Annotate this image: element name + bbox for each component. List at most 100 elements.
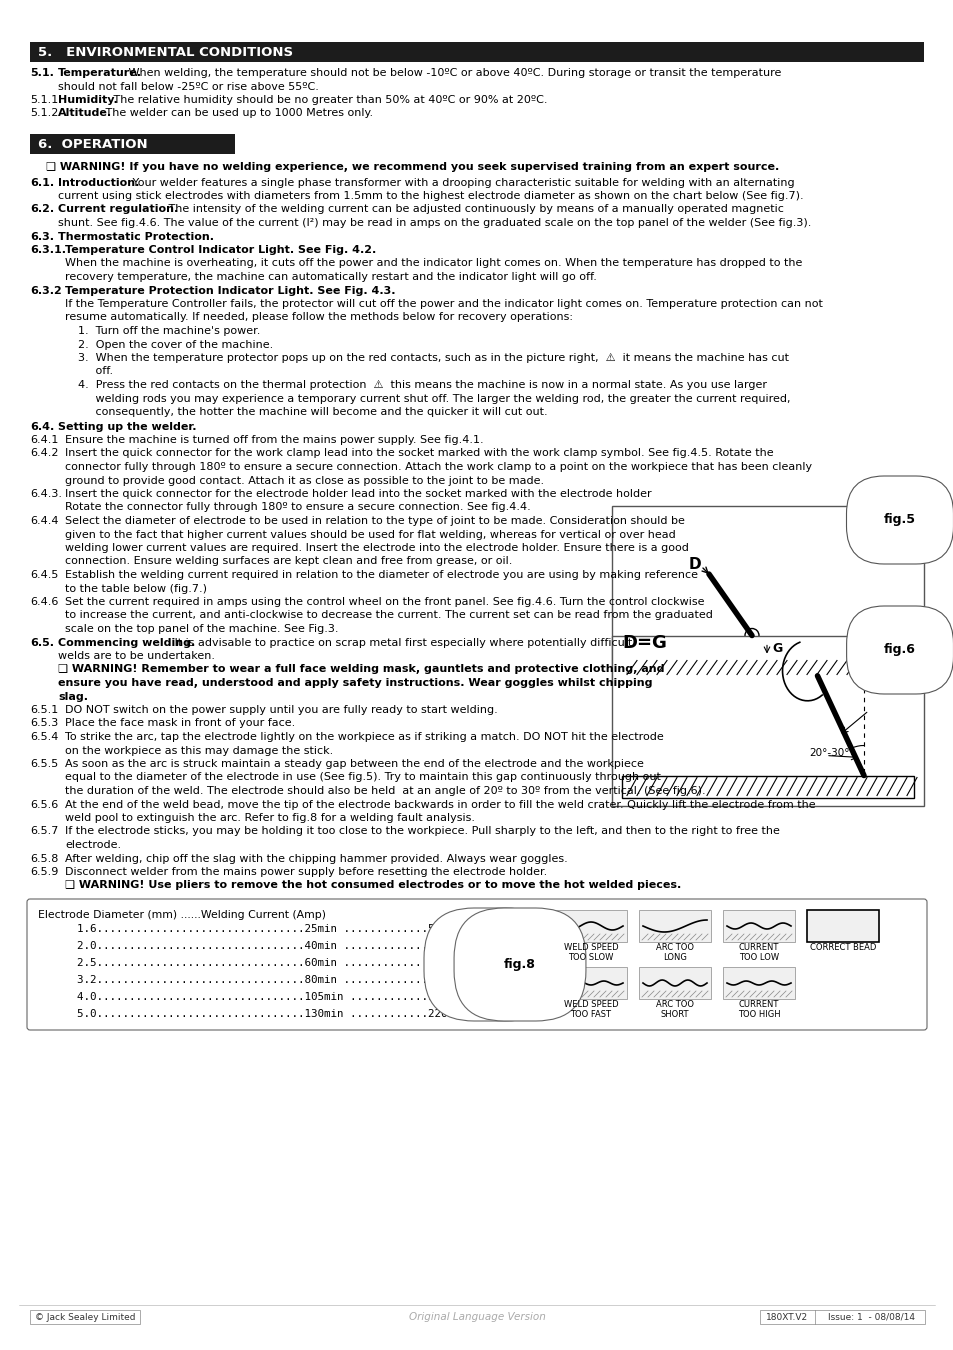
Text: Disconnect welder from the mains power supply before resetting the electrode hol: Disconnect welder from the mains power s… <box>65 867 547 878</box>
Text: 6.1.: 6.1. <box>30 177 54 188</box>
Text: 6.5.7: 6.5.7 <box>30 826 58 837</box>
Bar <box>806 910 878 942</box>
Text: 2.5................................60min .............110max: 2.5................................60min… <box>38 958 467 968</box>
Text: Introduction.: Introduction. <box>58 177 139 188</box>
Text: 5.1.: 5.1. <box>30 68 53 78</box>
Text: 4.  Press the red contacts on the thermal protection  ⚠  this means the machine : 4. Press the red contacts on the thermal… <box>78 379 766 390</box>
Text: current using stick electrodes with diameters from 1.5mm to the highest electrod: current using stick electrodes with diam… <box>58 190 802 201</box>
FancyBboxPatch shape <box>27 899 926 1030</box>
Bar <box>555 967 626 999</box>
Text: 6.4.3.: 6.4.3. <box>30 489 62 500</box>
Text: ARC TOO
SHORT: ARC TOO SHORT <box>656 1000 693 1019</box>
Text: on the workpiece as this may damage the stick.: on the workpiece as this may damage the … <box>65 745 333 756</box>
Text: 1.  Turn off the machine's power.: 1. Turn off the machine's power. <box>78 325 260 336</box>
Text: Select the diameter of electrode to be used in relation to the type of joint to : Select the diameter of electrode to be u… <box>65 516 684 526</box>
Text: 4.0................................105min ............185max: 4.0................................105mi… <box>38 992 467 1002</box>
Bar <box>30 1310 140 1324</box>
Text: the duration of the weld. The electrode should also be held  at an angle of 20º : the duration of the weld. The electrode … <box>65 786 705 796</box>
Text: 5.0................................130min ............220max: 5.0................................130mi… <box>38 1008 467 1019</box>
Text: 6.4.5: 6.4.5 <box>30 570 58 580</box>
Text: equal to the diameter of the electrode in use (See fig.5). Try to maintain this : equal to the diameter of the electrode i… <box>65 772 660 783</box>
Bar <box>639 910 710 942</box>
Text: Insert the quick connector for the work clamp lead into the socket marked with t: Insert the quick connector for the work … <box>65 448 773 459</box>
Text: 3.2................................80min .............160max: 3.2................................80min… <box>38 975 467 985</box>
Text: recovery temperature, the machine can automatically restart and the indicator li: recovery temperature, the machine can au… <box>65 271 597 282</box>
Text: 6.3.2: 6.3.2 <box>30 285 62 296</box>
Text: 6.5.4: 6.5.4 <box>30 732 58 742</box>
Text: It is advisable to practice on scrap metal first especially where potentially di: It is advisable to practice on scrap met… <box>171 637 632 648</box>
Text: Altitude.: Altitude. <box>58 108 112 119</box>
Text: 5.1.1: 5.1.1 <box>30 95 58 105</box>
Bar <box>555 910 626 942</box>
Text: If the electrode sticks, you may be holding it too close to the workpiece. Pull : If the electrode sticks, you may be hold… <box>65 826 779 837</box>
Text: 2.  Open the cover of the machine.: 2. Open the cover of the machine. <box>78 339 273 350</box>
Text: 6.3.1.: 6.3.1. <box>30 244 66 255</box>
Text: Set the current required in amps using the control wheel on the front panel. See: Set the current required in amps using t… <box>65 597 703 608</box>
Text: D: D <box>688 556 700 571</box>
Bar <box>621 775 913 798</box>
Text: D=G: D=G <box>621 633 666 652</box>
Text: Issue: 1  - 08/08/14: Issue: 1 - 08/08/14 <box>827 1312 915 1322</box>
Text: ARC TOO
LONG: ARC TOO LONG <box>656 944 693 963</box>
Text: When the machine is overheating, it cuts off the power and the indicator light c: When the machine is overheating, it cuts… <box>65 258 801 269</box>
Text: welds are to be undertaken.: welds are to be undertaken. <box>58 651 214 661</box>
Text: 6.3.: 6.3. <box>30 231 54 242</box>
Text: off.: off. <box>78 366 113 377</box>
Text: 6.  OPERATION: 6. OPERATION <box>38 138 148 150</box>
Text: Thermostatic Protection.: Thermostatic Protection. <box>58 231 213 242</box>
Text: 1.6................................25min .............50max: 1.6................................25min… <box>38 923 460 934</box>
Text: symbol.: symbol. <box>880 489 923 500</box>
Text: To strike the arc, tap the electrode lightly on the workpiece as if striking a m: To strike the arc, tap the electrode lig… <box>65 732 663 742</box>
Text: Temperature Control Indicator Light. See Fig. 4.2.: Temperature Control Indicator Light. See… <box>65 244 375 255</box>
Text: CORRECT BEAD: CORRECT BEAD <box>809 944 875 952</box>
Text: to the table below (fig.7.): to the table below (fig.7.) <box>65 583 207 594</box>
Text: 2.0................................40min .............80max: 2.0................................40min… <box>38 941 460 950</box>
Text: 5.   ENVIRONMENTAL CONDITIONS: 5. ENVIRONMENTAL CONDITIONS <box>38 46 293 58</box>
Text: shunt. See fig.4.6. The value of the current (I²) may be read in amps on the gra: shunt. See fig.4.6. The value of the cur… <box>58 217 810 228</box>
Bar <box>621 659 913 676</box>
Bar <box>760 1310 924 1324</box>
Text: 6.5.: 6.5. <box>30 637 54 648</box>
Text: fig.5: fig.5 <box>883 513 915 526</box>
Text: WELD SPEED
TOO SLOW: WELD SPEED TOO SLOW <box>563 944 618 963</box>
Text: If the Temperature Controller fails, the protector will cut off the power and th: If the Temperature Controller fails, the… <box>65 298 822 309</box>
Text: consequently, the hotter the machine will become and the quicker it will cut out: consequently, the hotter the machine wil… <box>78 406 547 417</box>
Text: connector fully through 180º to ensure a secure connection. Attach the work clam: connector fully through 180º to ensure a… <box>65 462 811 472</box>
Text: Setting up the welder.: Setting up the welder. <box>58 421 196 432</box>
Text: G: G <box>771 643 781 655</box>
Text: given to the fact that higher current values should be used for flat welding, wh: given to the fact that higher current va… <box>65 529 675 540</box>
Text: DO NOT switch on the power supply until you are fully ready to start welding.: DO NOT switch on the power supply until … <box>65 705 497 716</box>
Text: When welding, the temperature should not be below -10ºC or above 40ºC. During st: When welding, the temperature should not… <box>125 68 781 78</box>
Bar <box>639 967 710 999</box>
Text: 6.4.1: 6.4.1 <box>30 435 58 446</box>
Text: ❑ WARNING! Remember to wear a full face welding mask, gauntlets and protective c: ❑ WARNING! Remember to wear a full face … <box>58 664 664 675</box>
Bar <box>722 967 794 999</box>
Text: The intensity of the welding current can be adjusted continuously by means of a : The intensity of the welding current can… <box>165 204 783 215</box>
Text: 180XT.V2: 180XT.V2 <box>765 1312 807 1322</box>
Bar <box>722 910 794 942</box>
Text: Temperature Protection Indicator Light. See Fig. 4.3.: Temperature Protection Indicator Light. … <box>65 285 395 296</box>
Text: ensure you have read, understood and apply safety instructions. Wear goggles whi: ensure you have read, understood and app… <box>58 678 652 688</box>
Text: As soon as the arc is struck maintain a steady gap between the end of the electr: As soon as the arc is struck maintain a … <box>65 759 643 769</box>
Text: 3.  When the temperature protector pops up on the red contacts, such as in the p: 3. When the temperature protector pops u… <box>78 352 788 363</box>
Text: 6.4.6: 6.4.6 <box>30 597 58 608</box>
Text: welding rods you may experience a temporary current shut off. The larger the wel: welding rods you may experience a tempor… <box>78 393 790 404</box>
Text: 6.4.4: 6.4.4 <box>30 516 58 526</box>
Bar <box>30 42 923 62</box>
Text: Electrode Diameter (mm) ......Welding Current (Amp): Electrode Diameter (mm) ......Welding Cu… <box>38 910 326 919</box>
Text: 6.2.: 6.2. <box>30 204 54 215</box>
Text: Establish the welding current required in relation to the diameter of electrode : Establish the welding current required i… <box>65 570 698 580</box>
Text: connection. Ensure welding surfaces are kept clean and free from grease, or oil.: connection. Ensure welding surfaces are … <box>65 556 512 567</box>
Text: scale on the top panel of the machine. See Fig.3.: scale on the top panel of the machine. S… <box>65 624 338 634</box>
Bar <box>612 505 923 680</box>
Text: 6.5.1: 6.5.1 <box>30 705 58 716</box>
Text: should not fall below -25ºC or rise above 55ºC.: should not fall below -25ºC or rise abov… <box>58 81 318 92</box>
Text: 6.5.5: 6.5.5 <box>30 759 58 769</box>
Text: 6.5.3: 6.5.3 <box>30 718 58 729</box>
Circle shape <box>744 629 759 643</box>
Text: 20°-30°: 20°-30° <box>808 748 848 759</box>
Text: Temperature.: Temperature. <box>58 68 142 78</box>
Text: welding lower current values are required. Insert the electrode into the electro: welding lower current values are require… <box>65 543 688 554</box>
Text: 6.4.2: 6.4.2 <box>30 448 58 459</box>
Text: Rotate the connector fully through 180º to ensure a secure connection. See fig.4: Rotate the connector fully through 180º … <box>65 502 530 513</box>
